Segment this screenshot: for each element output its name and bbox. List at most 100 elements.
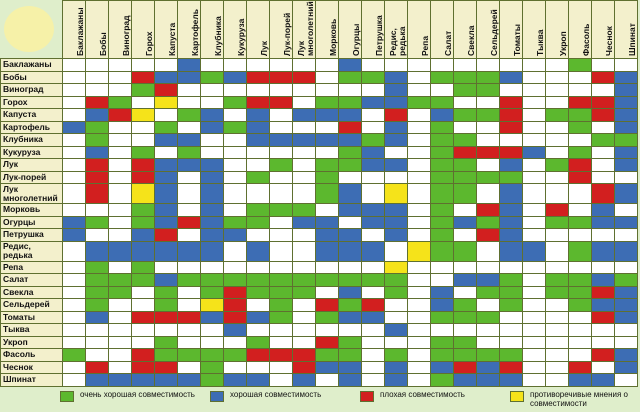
compatibility-cell bbox=[269, 108, 293, 122]
compatibility-cell bbox=[545, 310, 569, 324]
compatibility-cell bbox=[453, 373, 477, 387]
compatibility-cell bbox=[200, 158, 224, 172]
compatibility-cell bbox=[476, 170, 500, 184]
compatibility-cell bbox=[614, 203, 638, 217]
compatibility-cell bbox=[338, 228, 362, 242]
row-label: Свекла bbox=[0, 285, 63, 299]
row-label: Тыква bbox=[0, 323, 63, 337]
compatibility-cell bbox=[108, 95, 132, 109]
compatibility-cell bbox=[338, 240, 362, 262]
compatibility-cell bbox=[246, 348, 270, 362]
compatibility-cell bbox=[315, 228, 339, 242]
compatibility-cell bbox=[154, 70, 178, 84]
compatibility-cell bbox=[453, 70, 477, 84]
compatibility-cell bbox=[568, 58, 592, 72]
compatibility-cell bbox=[476, 120, 500, 134]
compatibility-cell bbox=[476, 273, 500, 287]
compatibility-cell bbox=[614, 145, 638, 159]
compatibility-cell bbox=[154, 145, 178, 159]
compatibility-cell bbox=[545, 203, 569, 217]
compatibility-cell bbox=[200, 108, 224, 122]
compatibility-cell bbox=[545, 215, 569, 229]
compatibility-cell bbox=[246, 335, 270, 349]
compatibility-cell bbox=[499, 145, 523, 159]
column-header: Салат bbox=[430, 0, 454, 59]
compatibility-cell bbox=[476, 145, 500, 159]
compatibility-cell bbox=[177, 58, 201, 72]
compatibility-cell bbox=[499, 158, 523, 172]
compatibility-cell bbox=[614, 170, 638, 184]
compatibility-cell bbox=[292, 215, 316, 229]
compatibility-cell bbox=[177, 228, 201, 242]
compatibility-cell bbox=[62, 83, 86, 97]
compatibility-cell bbox=[522, 95, 546, 109]
compatibility-cell bbox=[62, 133, 86, 147]
row-label: Картофель bbox=[0, 120, 63, 134]
compatibility-cell bbox=[223, 158, 247, 172]
compatibility-cell bbox=[522, 183, 546, 204]
compatibility-cell bbox=[453, 298, 477, 312]
compatibility-cell bbox=[407, 70, 431, 84]
compatibility-cell bbox=[407, 240, 431, 262]
compatibility-cell bbox=[154, 108, 178, 122]
compatibility-cell bbox=[545, 228, 569, 242]
compatibility-cell bbox=[591, 348, 615, 362]
compatibility-cell bbox=[131, 260, 155, 274]
compatibility-cell bbox=[591, 95, 615, 109]
compatibility-cell bbox=[614, 58, 638, 72]
compatibility-cell bbox=[315, 360, 339, 374]
compatibility-cell bbox=[430, 95, 454, 109]
compatibility-cell bbox=[223, 120, 247, 134]
compatibility-cell bbox=[154, 285, 178, 299]
compatibility-cell bbox=[108, 120, 132, 134]
compatibility-cell bbox=[177, 158, 201, 172]
compatibility-cell bbox=[246, 170, 270, 184]
compatibility-cell bbox=[591, 335, 615, 349]
compatibility-cell bbox=[315, 215, 339, 229]
compatibility-cell bbox=[476, 228, 500, 242]
compatibility-cell bbox=[361, 108, 385, 122]
compatibility-cell bbox=[177, 310, 201, 324]
compatibility-cell bbox=[315, 310, 339, 324]
compatibility-cell bbox=[361, 335, 385, 349]
compatibility-cell bbox=[591, 203, 615, 217]
compatibility-cell bbox=[407, 298, 431, 312]
compatibility-cell bbox=[476, 348, 500, 362]
compatibility-cell bbox=[568, 373, 592, 387]
compatibility-cell bbox=[614, 273, 638, 287]
compatibility-cell bbox=[200, 260, 224, 274]
compatibility-cell bbox=[476, 240, 500, 262]
compatibility-cell bbox=[62, 158, 86, 172]
compatibility-cell bbox=[476, 260, 500, 274]
column-header: Бобы bbox=[85, 0, 109, 59]
compatibility-cell bbox=[453, 348, 477, 362]
column-header: Картофель bbox=[177, 0, 201, 59]
compatibility-cell bbox=[177, 203, 201, 217]
compatibility-cell bbox=[223, 298, 247, 312]
compatibility-cell bbox=[292, 58, 316, 72]
compatibility-cell bbox=[131, 83, 155, 97]
compatibility-cell bbox=[177, 170, 201, 184]
compatibility-cell bbox=[154, 360, 178, 374]
compatibility-cell bbox=[246, 203, 270, 217]
compatibility-cell bbox=[154, 373, 178, 387]
compatibility-cell bbox=[154, 83, 178, 97]
compatibility-cell bbox=[407, 183, 431, 204]
compatibility-cell bbox=[614, 348, 638, 362]
compatibility-cell bbox=[430, 240, 454, 262]
compatibility-cell bbox=[430, 145, 454, 159]
compatibility-cell bbox=[177, 360, 201, 374]
compatibility-cell bbox=[384, 70, 408, 84]
compatibility-cell bbox=[108, 158, 132, 172]
compatibility-cell bbox=[522, 83, 546, 97]
compatibility-cell bbox=[591, 158, 615, 172]
logo bbox=[4, 6, 54, 52]
compatibility-cell bbox=[269, 215, 293, 229]
compatibility-cell bbox=[338, 95, 362, 109]
compatibility-cell bbox=[292, 285, 316, 299]
compatibility-cell bbox=[62, 108, 86, 122]
compatibility-cell bbox=[453, 95, 477, 109]
compatibility-cell bbox=[154, 120, 178, 134]
compatibility-cell bbox=[85, 83, 109, 97]
compatibility-cell bbox=[131, 170, 155, 184]
